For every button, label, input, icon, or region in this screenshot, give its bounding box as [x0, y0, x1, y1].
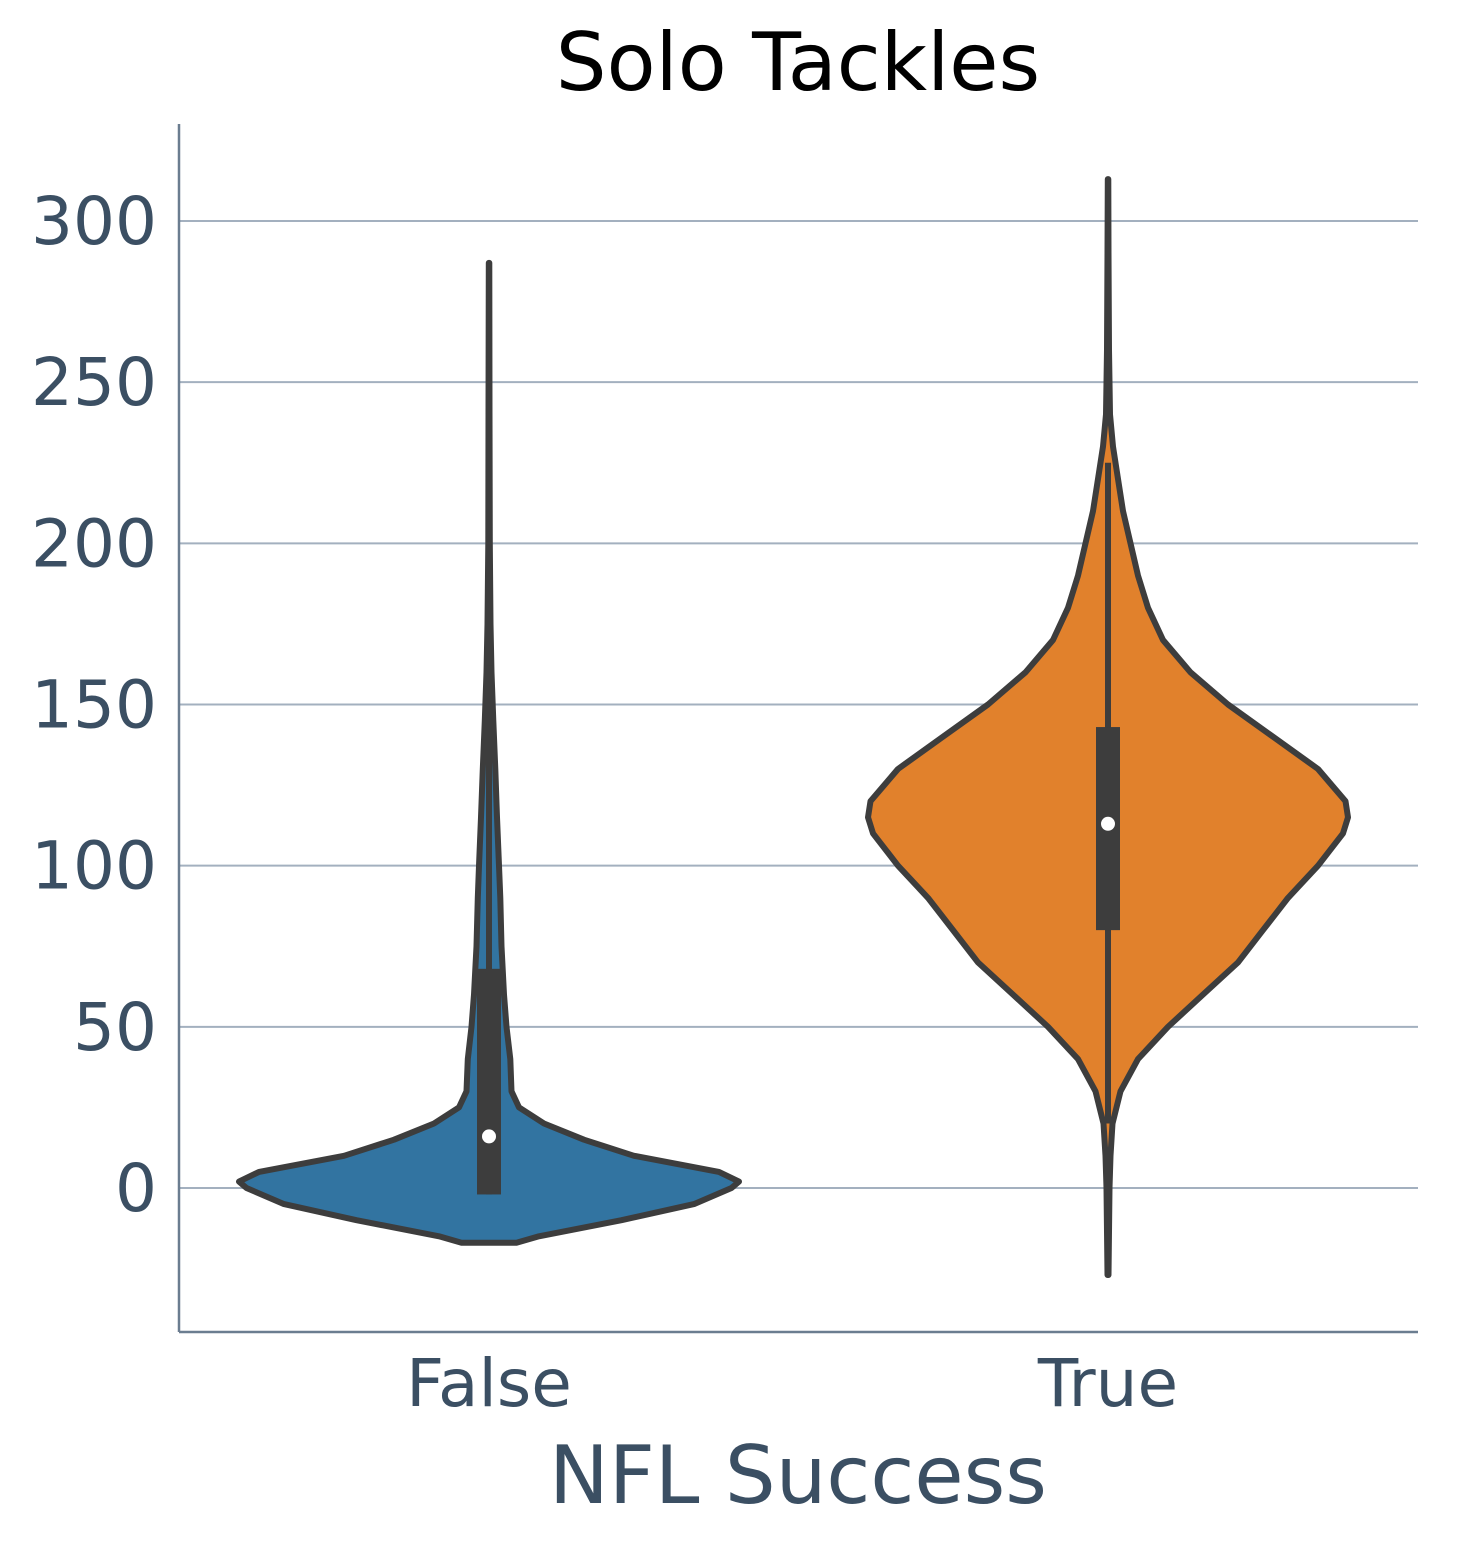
x-tick-label: True: [1037, 1345, 1178, 1422]
x-axis-label: NFL Success: [549, 1429, 1047, 1522]
x-tick-label: False: [406, 1345, 572, 1422]
axes: [177, 124, 1418, 1334]
y-tick-label: 250: [31, 344, 157, 421]
violins: [236, 176, 1351, 1278]
y-tick-labels: 0 50 100 150 200 250 300: [31, 183, 157, 1227]
chart-title: Solo Tackles: [556, 16, 1040, 109]
median-point-true: [1101, 816, 1115, 831]
median-point-false: [482, 1129, 496, 1144]
y-tick-label: 50: [73, 989, 157, 1066]
y-tick-label: 150: [31, 667, 157, 744]
y-tick-label: 200: [31, 505, 157, 582]
y-tick-label: 300: [31, 183, 157, 260]
y-tick-label: 100: [31, 828, 157, 905]
iqr-box-false: [477, 968, 501, 1195]
gridlines: [179, 220, 1418, 1189]
y-tick-label: 0: [115, 1150, 157, 1227]
x-tick-labels: False True: [406, 1345, 1178, 1422]
